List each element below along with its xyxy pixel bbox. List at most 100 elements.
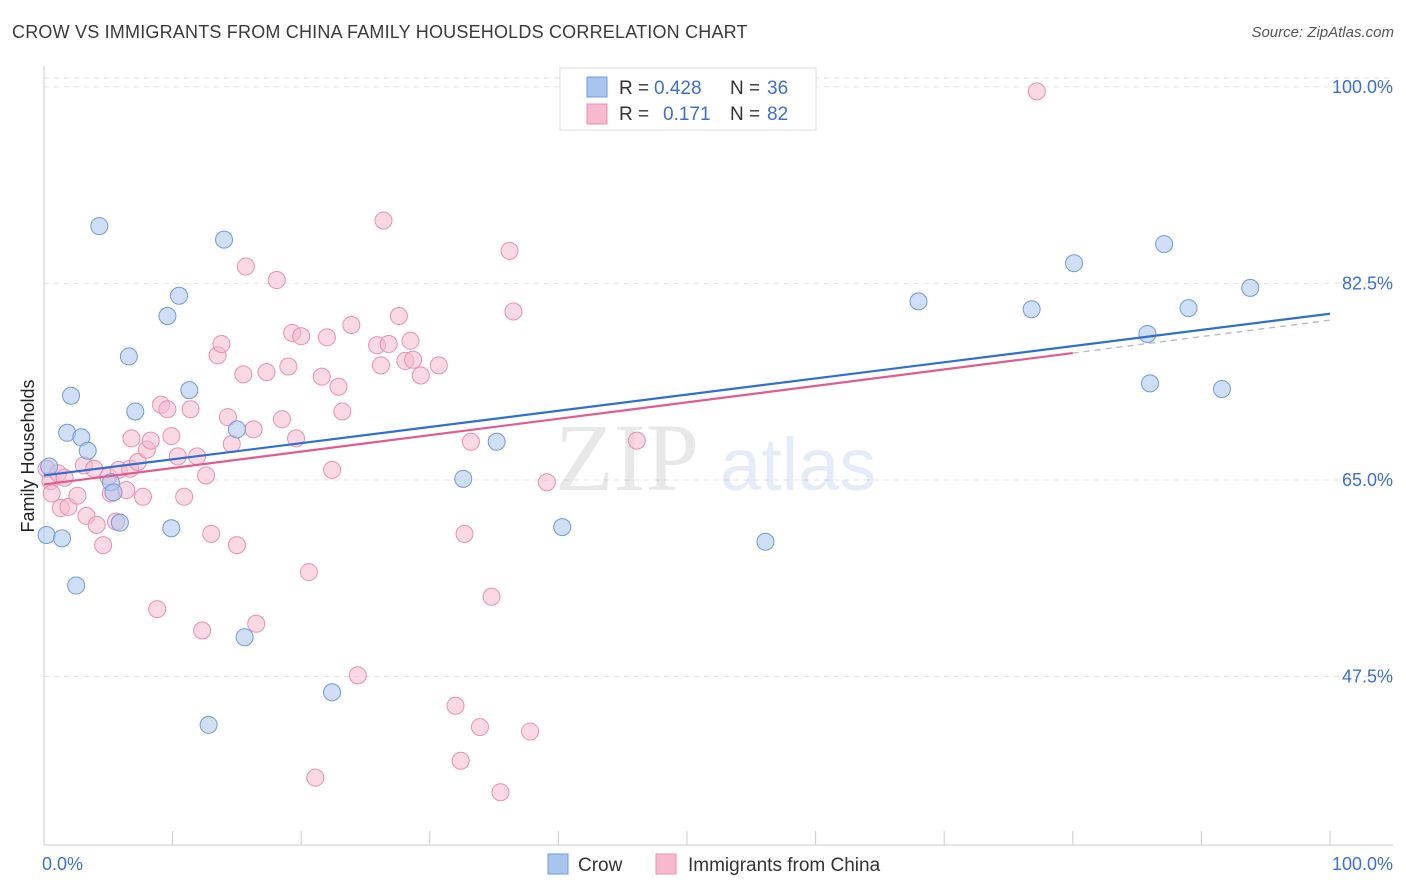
legend-n-label-2: N = <box>730 104 760 125</box>
point-immigrants <box>141 431 160 450</box>
legend-swatch-china <box>586 103 608 125</box>
point-immigrants <box>342 315 361 334</box>
point-immigrants <box>279 357 298 376</box>
chart-title: CROW VS IMMIGRANTS FROM CHINA FAMILY HOU… <box>12 22 748 42</box>
point-immigrants <box>227 536 246 555</box>
point-immigrants <box>236 257 255 276</box>
y-tick-label: 47.5% <box>1342 667 1393 687</box>
chart-source: Source: ZipAtlas.com <box>1251 24 1394 41</box>
legend-r-label-1: R = <box>619 78 649 99</box>
series-immigrants-points <box>37 82 1046 802</box>
x-tick-label-right: 100.0% <box>1332 854 1393 874</box>
point-crow <box>110 513 129 532</box>
point-immigrants <box>202 524 221 543</box>
point-crow <box>53 529 72 548</box>
point-immigrants <box>1027 82 1046 101</box>
point-immigrants <box>162 427 181 446</box>
point-immigrants <box>197 466 216 485</box>
point-immigrants <box>193 621 212 640</box>
point-immigrants <box>272 410 291 429</box>
point-immigrants <box>94 536 113 555</box>
bottom-legend-swatch-crow <box>547 853 569 875</box>
point-crow <box>756 532 775 551</box>
point-immigrants <box>329 377 348 396</box>
point-immigrants <box>323 460 342 479</box>
point-immigrants <box>257 363 276 382</box>
bottom-legend-crow: Crow <box>578 855 623 876</box>
point-immigrants <box>389 306 408 325</box>
x-tick-label-left: 0.0% <box>42 854 83 874</box>
point-crow <box>199 715 218 734</box>
point-immigrants <box>491 783 510 802</box>
trend-line-immigrants <box>43 351 1073 486</box>
point-immigrants <box>411 366 430 385</box>
point-crow <box>37 526 56 544</box>
point-crow <box>67 576 86 595</box>
point-immigrants <box>42 484 61 503</box>
legend-swatch-crow <box>586 76 608 98</box>
point-immigrants <box>218 408 237 427</box>
point-crow <box>78 441 97 460</box>
stats-legend: R = 0.428 N = 36 R = 0.171 N = 82 <box>559 67 817 131</box>
legend-n-label-1: N = <box>730 78 760 99</box>
point-immigrants <box>87 515 106 534</box>
point-immigrants <box>461 432 480 451</box>
point-crow <box>487 432 506 451</box>
point-immigrants <box>627 431 646 450</box>
bottom-legend-swatch-china <box>655 853 677 875</box>
y-tick-label: 65.0% <box>1342 470 1393 490</box>
y-tick-labels: 100.0% 82.5% 65.0% 47.5% <box>1332 77 1393 687</box>
y-tick-label: 100.0% <box>1332 77 1393 97</box>
point-immigrants <box>148 600 167 619</box>
legend-r-label-2: R = <box>619 104 649 125</box>
point-crow <box>454 469 473 488</box>
y-tick-label: 82.5% <box>1342 273 1393 293</box>
point-crow <box>180 381 199 400</box>
point-crow <box>1212 379 1231 398</box>
point-crow <box>1241 278 1260 297</box>
watermark-atlas: atlas <box>720 423 876 506</box>
point-immigrants <box>68 486 87 505</box>
point-immigrants <box>247 614 266 633</box>
trend-lines <box>43 312 1331 486</box>
legend-r-value-2: 0.171 <box>663 104 711 125</box>
point-crow <box>40 457 59 476</box>
legend-n-value-2: 82 <box>767 104 788 125</box>
point-immigrants <box>371 356 390 375</box>
point-crow <box>1138 324 1157 343</box>
point-immigrants <box>299 563 318 582</box>
point-immigrants <box>181 400 200 419</box>
series-legend: Crow Immigrants from China <box>547 853 881 876</box>
watermark: ZIP atlas <box>555 404 876 511</box>
point-immigrants <box>175 487 194 506</box>
point-immigrants <box>317 328 336 347</box>
point-crow <box>126 402 145 421</box>
point-immigrants <box>158 400 177 419</box>
point-immigrants <box>312 367 331 386</box>
point-immigrants <box>404 350 423 369</box>
point-immigrants <box>134 487 153 506</box>
point-immigrants <box>122 429 141 448</box>
point-crow <box>1155 235 1174 254</box>
point-immigrants <box>306 768 325 787</box>
point-crow <box>162 519 181 538</box>
point-immigrants <box>244 420 263 439</box>
point-crow <box>170 286 189 305</box>
point-crow <box>1065 254 1084 273</box>
point-immigrants <box>521 722 540 741</box>
point-crow <box>1140 374 1159 393</box>
point-immigrants <box>374 211 393 230</box>
watermark-zip: ZIP <box>555 404 699 511</box>
point-crow <box>215 230 234 249</box>
point-immigrants <box>348 666 367 685</box>
point-immigrants <box>379 335 398 354</box>
trend-line-immigrants-extension <box>1072 319 1331 354</box>
point-immigrants <box>212 335 231 354</box>
point-crow <box>323 683 342 702</box>
point-crow <box>90 217 109 236</box>
series-crow-points <box>37 217 1260 734</box>
point-immigrants <box>401 331 420 350</box>
point-immigrants <box>455 524 474 543</box>
point-crow <box>235 628 254 647</box>
point-crow <box>1022 300 1041 319</box>
